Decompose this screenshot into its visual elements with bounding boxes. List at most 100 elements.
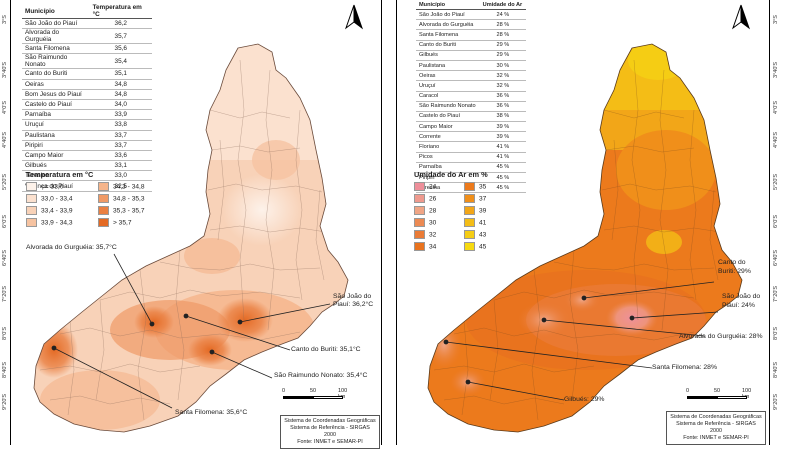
- humidity-map-panel: 3°S 3°40'S 4°0'S 4°40'S 5°20'S 6°0'S 6°4…: [396, 0, 790, 445]
- legend-item: 45: [464, 242, 486, 251]
- legend-swatch: [464, 242, 475, 251]
- table-cell: Teresina: [22, 170, 90, 182]
- table-cell: Paulistana: [22, 130, 90, 141]
- legend-label: > 35,7: [113, 219, 132, 227]
- table-cell: 39 %: [479, 131, 526, 143]
- legend-label: 37: [479, 195, 487, 203]
- legend-swatch: [464, 218, 475, 227]
- table-cell: Alvorada do Gurguéia: [416, 19, 480, 31]
- table-row: Castelo do Piauí 34,0: [22, 99, 152, 111]
- table-cell: Teresina: [416, 182, 480, 194]
- table-row: Piripiri 45 %: [416, 172, 526, 184]
- legend-item: 33,4 - 33,9: [26, 206, 73, 215]
- legend-swatch: [414, 230, 425, 239]
- callout-santa-filomena: Santa Filomena: 35,6°C: [175, 409, 248, 416]
- legend-item: 28: [414, 206, 436, 215]
- table-cell: 45 %: [479, 182, 526, 194]
- table-cell: 45 %: [479, 162, 526, 174]
- table-cell: 45 %: [479, 172, 526, 184]
- table-cell: Oeiras: [416, 70, 480, 82]
- table-cell: 29 %: [479, 50, 526, 61]
- table-cell: 32,5: [89, 180, 152, 192]
- callout-sao-joao: São João do Piauí: 24%: [722, 293, 761, 309]
- legend-swatch: [464, 194, 475, 203]
- table-row: São João do Piauí 36,2: [22, 18, 152, 30]
- legend-label: 24: [429, 183, 437, 191]
- table-cell: 33,9: [89, 109, 152, 121]
- table-cell: 35,4: [89, 53, 152, 70]
- table-cell: 29 %: [479, 40, 526, 51]
- credit-line: Sistema de Referência - SIRGAS 2000: [676, 421, 756, 434]
- callout-canto-do-buriti: Canto do Buriti: 29%: [718, 259, 751, 275]
- table-cell: 36 %: [479, 91, 526, 102]
- legend-item: 43: [464, 230, 486, 239]
- callout-alvorada: Alvorada do Gurguéia: 35,7°C: [26, 244, 117, 251]
- table-row: Uruçuí 32 %: [416, 80, 526, 92]
- table-cell: 33,6: [89, 150, 152, 162]
- table-header: Temperatura em °C: [89, 4, 152, 19]
- table-row: Valença do Piauí 32,5: [22, 180, 152, 192]
- legend-swatch: [414, 182, 425, 191]
- table-row: São Raimundo Nonato 36 %: [416, 101, 526, 112]
- legend-item: 26: [414, 194, 436, 203]
- legend-swatch: [414, 206, 425, 215]
- table-cell: Santa Filomena: [416, 29, 480, 41]
- table-cell: 35,1: [89, 68, 152, 80]
- table-cell: Piripiri: [416, 172, 480, 184]
- table-row: São Raimundo Nonato 35,4: [22, 53, 152, 70]
- table-cell: Gilbués: [416, 50, 480, 61]
- legend-label: 34: [429, 243, 437, 251]
- table-cell: 32 %: [479, 70, 526, 82]
- table-cell: Uruçuí: [416, 80, 480, 92]
- legend-item: 24: [414, 182, 436, 191]
- table-cell: 36,2: [89, 18, 152, 30]
- table-cell: Floriano: [416, 141, 480, 153]
- legend-swatch: [26, 182, 37, 191]
- table-cell: Canto do Buriti: [416, 40, 480, 51]
- legend-label: 33,0 - 33,4: [41, 195, 73, 203]
- table-cell: Canto do Buriti: [22, 68, 90, 80]
- legend-item: <= 33,0: [26, 182, 63, 191]
- legend-label: 28: [429, 207, 437, 215]
- table-cell: 35,7: [89, 28, 152, 45]
- scale-label: 50: [310, 388, 317, 394]
- legend-item: 34,3 - 34,8: [98, 182, 145, 191]
- table-row: Alvorada do Gurguéia 35,7: [22, 28, 152, 45]
- table-row: Paulistana 30 %: [416, 60, 526, 72]
- map-credits: Sistema de Coordenadas Geográficas Siste…: [280, 415, 380, 449]
- table-row: Floriano 41 %: [416, 141, 526, 153]
- table-cell: Valença do Piauí: [22, 180, 90, 192]
- legend-label: 34,8 - 35,3: [113, 195, 145, 203]
- table-cell: Oeiras: [22, 79, 90, 90]
- table-row: Canto do Buriti 35,1: [22, 68, 152, 80]
- table-cell: 33,7: [89, 140, 152, 151]
- legend-label: 33,4 - 33,9: [41, 207, 73, 215]
- legend-swatch: [464, 206, 475, 215]
- table-header: Município: [22, 4, 90, 19]
- table-cell: São João do Piauí: [416, 9, 480, 21]
- scale-label: 0: [282, 388, 286, 394]
- legend-label: 45: [479, 243, 487, 251]
- legend-swatch: [98, 194, 109, 203]
- table-row: Uruçuí 33,8: [22, 119, 152, 131]
- scale-label: 0: [686, 388, 690, 394]
- legend-item: 35,3 - 35,7: [98, 206, 145, 215]
- legend-label: 34,3 - 34,8: [113, 183, 145, 191]
- north-arrow-icon: [344, 4, 364, 30]
- credit-line: Sistema de Referência - SIRGAS 2000: [290, 425, 370, 438]
- legend-swatch: [414, 242, 425, 251]
- legend-item: > 35,7: [98, 218, 132, 227]
- table-cell: Uruçuí: [22, 119, 90, 131]
- table-cell: Castelo do Piauí: [416, 111, 480, 123]
- table-row: Alvorada do Gurguéia 28 %: [416, 19, 526, 31]
- state-border: [427, 43, 743, 433]
- legend-item: 34,8 - 35,3: [98, 194, 145, 203]
- temperature-legend: Temperatura em °C <= 33,0 34,3 - 34,8 33…: [26, 170, 176, 240]
- table-cell: 34,8: [89, 89, 152, 100]
- table-row: Teresina 45 %: [416, 182, 526, 194]
- legend-item: 30: [414, 218, 436, 227]
- table-header: Município: [416, 1, 480, 10]
- legend-label: 35,3 - 35,7: [113, 207, 145, 215]
- table-cell: Piripiri: [22, 140, 90, 151]
- legend-item: 41: [464, 218, 486, 227]
